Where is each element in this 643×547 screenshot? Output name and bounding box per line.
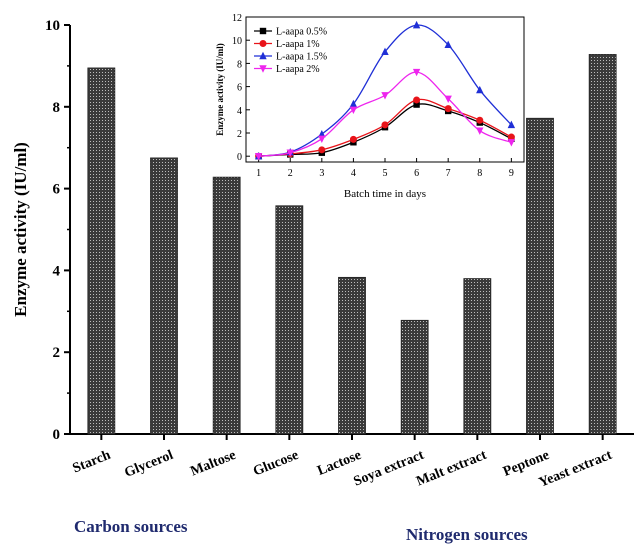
- inset-x-tick-label: 8: [477, 168, 482, 179]
- legend-label: L-aapa 1.5%: [276, 52, 327, 63]
- inset-point: [412, 20, 421, 29]
- inset-y-tick-label: 6: [237, 83, 242, 94]
- x-tick-label: Glycerol: [123, 448, 176, 481]
- inset-point: [413, 96, 421, 104]
- inset-x-tick-label: 5: [383, 168, 388, 179]
- inset-point: [259, 27, 267, 35]
- y-tick-label: 4: [53, 263, 61, 279]
- inset-point: [286, 149, 294, 157]
- inset-x-tick-label: 4: [351, 168, 356, 179]
- inset-y-tick-label: 12: [232, 13, 242, 24]
- inset-point: [507, 120, 516, 129]
- inset-y-tick-label: 0: [237, 152, 242, 163]
- x-tick-label: Starch: [71, 448, 113, 477]
- inset-point: [318, 135, 326, 143]
- inset-point: [444, 40, 452, 49]
- inset-point: [507, 139, 516, 147]
- inset-point: [349, 135, 357, 143]
- inset-point: [381, 92, 389, 100]
- inset-x-tick-label: 9: [509, 168, 514, 179]
- inset-y-axis-title: Enzyme activity (IU/ml): [215, 43, 225, 135]
- inset-point: [381, 121, 389, 129]
- inset-point: [259, 51, 267, 60]
- bar-lactose: [338, 276, 366, 435]
- y-tick-label: 0: [53, 427, 61, 443]
- bar-glycerol: [150, 157, 178, 435]
- inset-point: [381, 47, 389, 55]
- inset-series-4: [254, 68, 516, 161]
- bar-yeast-extract: [588, 54, 617, 435]
- y-tick-label: 6: [53, 182, 61, 198]
- inset-point: [259, 40, 267, 47]
- nitrogen-sources-label: Nitrogen sources: [406, 525, 528, 544]
- inset-point: [476, 127, 484, 135]
- inset-series-3: [254, 20, 516, 160]
- inset-x-tick-label: 1: [256, 168, 261, 179]
- x-tick-label: Maltose: [189, 448, 239, 480]
- inset-y-tick-label: 4: [237, 106, 242, 117]
- legend-label: L-aapa 2%: [276, 64, 320, 75]
- inset-point: [476, 85, 484, 94]
- inset-y-tick-label: 8: [237, 59, 242, 70]
- bar-soya-extract: [400, 319, 429, 435]
- inset-x-tick-label: 7: [446, 168, 451, 179]
- inset-point: [318, 129, 326, 138]
- inset-point: [444, 95, 452, 103]
- inset-point: [349, 106, 358, 114]
- inset-x-tick-label: 3: [319, 168, 324, 179]
- x-tick-label: Soya extract: [352, 448, 427, 490]
- inset-legend: L-aapa 0.5%L-aapa 1% L-aapa 1.5%L-aapa 2%: [254, 27, 327, 75]
- bar-maltose: [212, 176, 241, 435]
- inset-frame: [245, 16, 525, 163]
- inset-point: [413, 101, 420, 108]
- inset-point: [349, 99, 358, 108]
- x-tick-label: Glucose: [251, 448, 301, 480]
- x-tick-label: Yeast extract: [537, 448, 615, 491]
- inset-y-tick-label: 10: [232, 36, 242, 47]
- inset-point: [476, 116, 484, 124]
- y-tick-label: 2: [53, 345, 61, 361]
- bar-glucose: [275, 205, 304, 435]
- inset-point: [412, 68, 421, 77]
- inset-point: [444, 105, 452, 113]
- inset-point: [254, 153, 263, 161]
- bar-starch: [87, 67, 116, 435]
- bar-malt-extract: [463, 278, 492, 435]
- bar-peptone: [526, 117, 554, 435]
- y-tick-label: 8: [53, 100, 61, 116]
- x-tick-label: Malt extract: [414, 448, 489, 490]
- y-tick-label: 10: [45, 18, 60, 34]
- inset-x-tick-label: 6: [414, 168, 419, 179]
- inset-point: [259, 65, 267, 73]
- carbon-sources-label: Carbon sources: [74, 517, 188, 536]
- inset-x-tick-label: 2: [288, 168, 293, 179]
- inset-y-tick-label: 2: [237, 129, 242, 140]
- inset-point: [318, 146, 326, 154]
- y-axis-title: Enzyme activity (IU/ml): [11, 142, 30, 317]
- inset-point: [507, 133, 515, 141]
- legend-label: L-aapa 1%: [276, 39, 320, 50]
- legend-label: L-aapa 0.5%: [276, 27, 327, 38]
- inset-x-axis-title: Batch time in days: [344, 188, 426, 200]
